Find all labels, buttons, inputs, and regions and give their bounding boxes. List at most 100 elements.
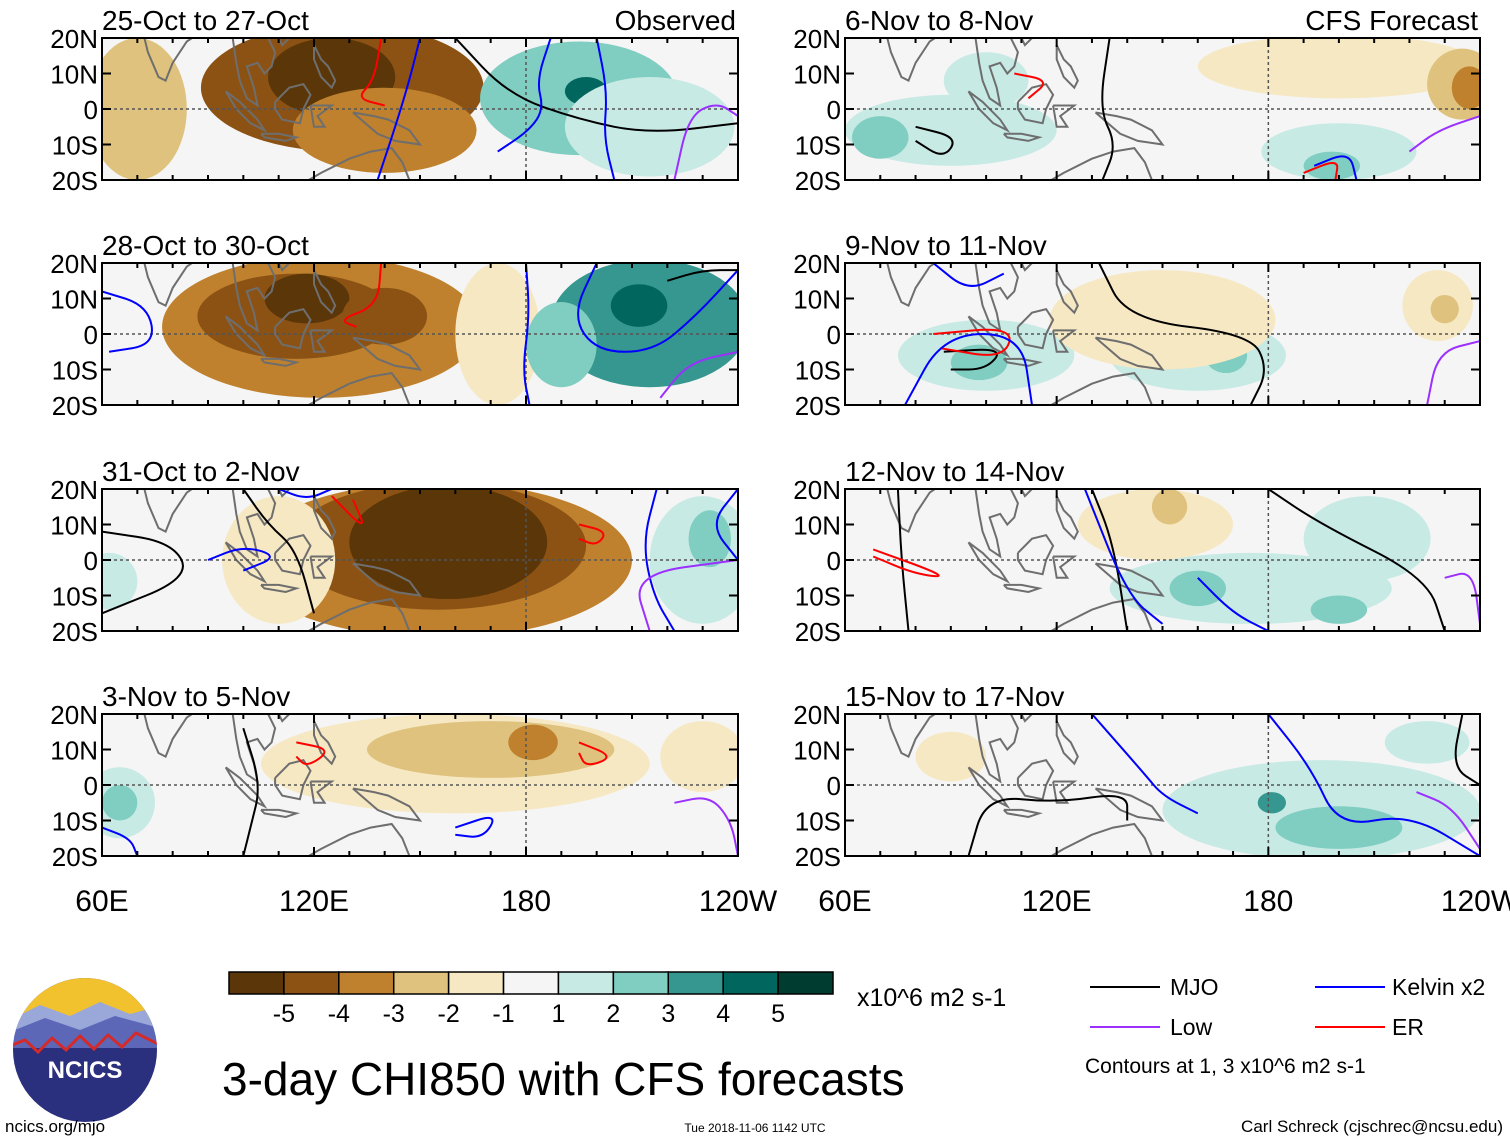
figure-title: 3-day CHI850 with CFS forecasts [222,1053,905,1105]
mjo-contour [667,269,738,282]
lon-tick-label: 180 [501,885,551,918]
coastline [231,263,277,333]
panel-source-label: Observed [615,5,736,36]
coastline [1003,132,1043,142]
coastline [873,714,944,758]
colorbar-bin [392,971,450,995]
mjo-contour [1101,38,1114,180]
colorbar-bin [283,971,340,995]
map-panel: 20N 10N 0 10S 20S 25-Oct to 27-Oct Observed [50,5,739,196]
lon-tick-label: 120W [699,885,778,918]
lat-tick-label: 10N [50,736,98,766]
low-contour [659,350,738,399]
coastline [352,111,423,146]
colorbar-tick-label: 5 [771,1000,785,1028]
er-contour [295,741,326,765]
chi-positive-anomaly [526,302,597,388]
colorbar: -5 -4 -3 -2 -1 1 2 3 4 5 [228,971,834,1028]
coastline [309,104,335,128]
kelvin-contour [1091,714,1199,815]
panel-period: 3-Nov to 5-Nov [102,681,290,712]
lat-tick-label: 10S [52,356,98,386]
chi-positive-anomaly [852,116,909,159]
colorbar-bin [557,971,615,995]
lat-tick-label: 20N [50,700,98,730]
colorbar-tick-label: -3 [383,1000,405,1028]
coastline [313,720,337,766]
coastline [1016,533,1055,576]
kelvin-contour [207,547,271,572]
legend-er-label: ER [1392,1014,1424,1040]
chi-positive-anomaly [1384,721,1470,764]
legend-mjo-label: MJO [1170,974,1219,1000]
colorbar-bin [777,971,834,995]
mjo-contour [915,125,954,155]
lat-tick-label: 20N [50,249,98,279]
colorbar-bin [447,971,505,995]
coastline [1032,597,1153,631]
coastline [130,489,201,533]
coastline [1052,780,1078,804]
coastline [974,714,1019,784]
legend-low-label: Low [1170,1014,1213,1040]
footer-timestamp: Tue 2018-11-06 1142 UTC [684,1121,826,1135]
coastline [974,489,1019,559]
chi-positive-anomaly [1169,570,1227,607]
chi-positive-anomaly [1275,806,1403,849]
coastline [1032,147,1153,180]
ncics-logo[interactable]: NCICS [10,976,160,1122]
contour-levels-note: Contours at 1, 3 x10^6 m2 s-1 [1085,1055,1366,1078]
map-panel: 20N 10N 0 10S 20S 6-Nov to 8-Nov CFS Forecast [793,5,1481,196]
chi-negative-anomaly [349,489,548,600]
lon-tick-label: 120E [1022,885,1092,918]
lon-tick-label: 180 [1243,885,1293,918]
lat-tick-label: 10N [793,60,841,90]
kelvin-contour [577,263,738,353]
coastline [1055,269,1079,315]
contour-legend: MJO Kelvin x2 Low ER Contours at 1, 3 x1… [1085,974,1485,1078]
colorbar-tick-label: -1 [492,1000,514,1028]
coastline [130,38,201,82]
mjo-contour [896,489,910,631]
footer-url[interactable]: ncics.org/mjo [5,1117,105,1136]
legend-kelvin-label: Kelvin x2 [1392,974,1485,1000]
chi-positive-anomaly [1303,496,1431,582]
coastline [1003,808,1043,819]
lat-tick-label: 20S [795,166,841,196]
chi-negative-anomaly [915,731,987,782]
map-panel: 20N 10N 0 10S 20S 31-Oct to 2-Nov [50,456,739,647]
lat-tick-label: 20N [50,475,98,505]
chi-negative-anomaly [660,721,738,793]
coastline [289,372,411,405]
lat-tick-label: 20S [795,617,841,647]
panel-period: 15-Nov to 17-Nov [845,681,1064,712]
mjo-contour [1098,263,1265,405]
mjo-contour [242,727,259,856]
coastline [260,583,301,594]
lat-tick-label: 0 [827,546,841,576]
panel-period: 9-Nov to 11-Nov [845,230,1047,261]
coastline [1020,714,1033,723]
lat-tick-label: 10N [50,511,98,541]
map-panel: 20N 10N 0 10S 20S 3-Nov to 5-Nov 60E 120E 180 120… [50,681,778,918]
lat-tick-label: 20S [795,391,841,421]
coastline [231,38,277,108]
mjo-contour [967,794,1129,856]
lat-tick-label: 10S [52,131,98,161]
coastline [352,787,423,822]
coastline [260,808,301,819]
kelvin-contour [1083,489,1164,625]
chi-positive-anomaly [1310,595,1368,624]
kelvin-contour [644,489,676,631]
chi-negative-anomaly [455,263,541,405]
coastline [1052,329,1078,353]
lat-tick-label: 10S [52,807,98,837]
coastline [1052,555,1078,579]
coastline [1003,357,1043,367]
lat-tick-label: 20S [52,617,98,647]
lat-tick-label: 10N [50,285,98,315]
er-contour [578,741,608,766]
coastline [309,780,335,804]
coastline [1094,562,1165,597]
er-contour [360,38,385,107]
